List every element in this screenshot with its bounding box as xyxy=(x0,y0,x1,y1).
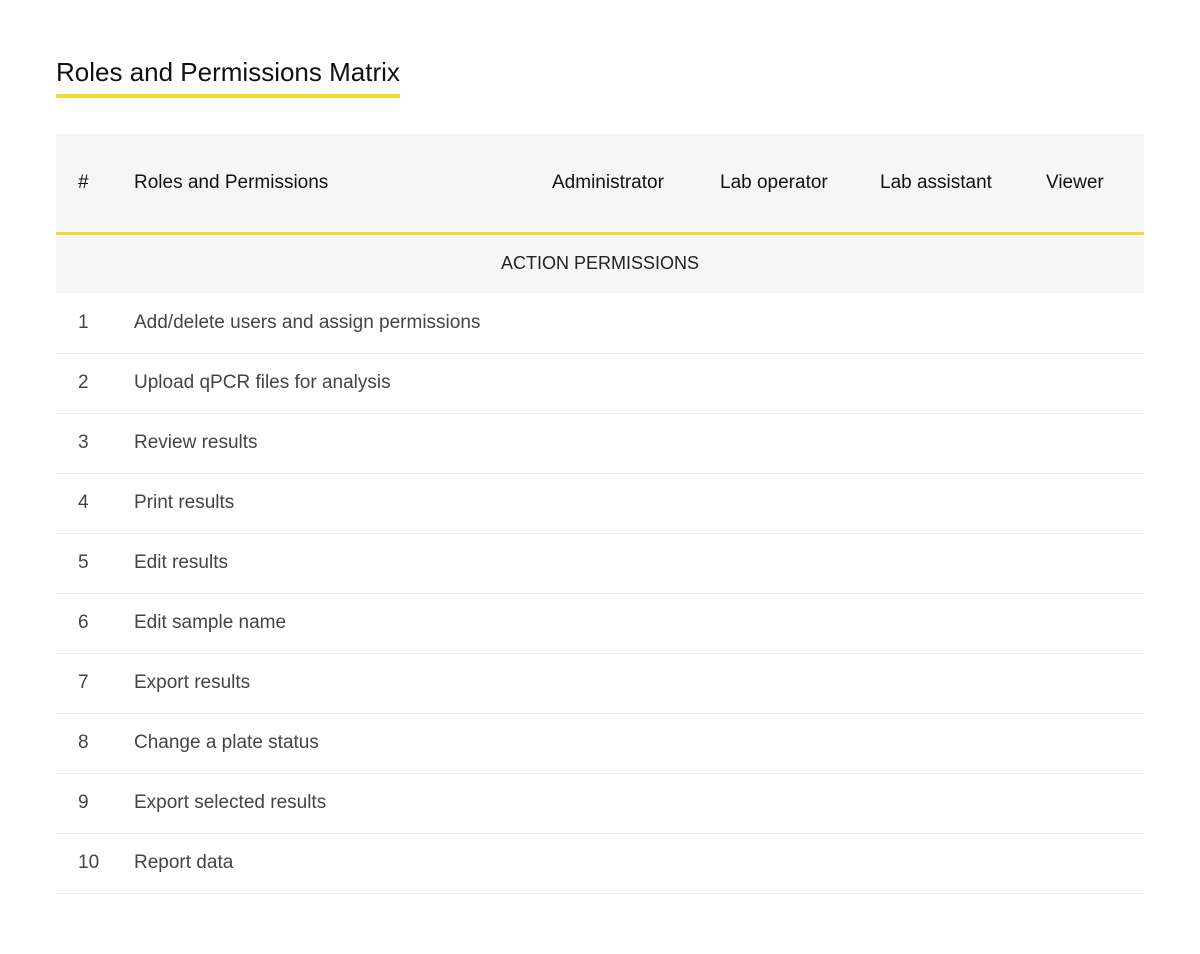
cell-lab-assistant xyxy=(858,413,1024,473)
cell-lab-assistant xyxy=(858,293,1024,353)
cell-viewer xyxy=(1024,833,1144,893)
row-permission-label: Upload qPCR files for analysis xyxy=(134,372,391,393)
cell-lab-assistant xyxy=(858,473,1024,533)
cell-administrator xyxy=(530,593,698,653)
table-row: 8 Change a plate status xyxy=(56,713,1144,773)
page-title: Roles and Permissions Matrix xyxy=(56,56,400,98)
cell-viewer xyxy=(1024,413,1144,473)
cell-administrator xyxy=(530,773,698,833)
section-title: ACTION PERMISSIONS xyxy=(56,233,1144,293)
row-number: 7 xyxy=(78,672,89,693)
cell-administrator xyxy=(530,353,698,413)
row-number: 8 xyxy=(78,732,89,753)
row-permission-label: Export results xyxy=(134,672,251,693)
cell-administrator xyxy=(530,653,698,713)
cell-viewer xyxy=(1024,713,1144,773)
cell-lab-operator xyxy=(698,593,858,653)
cell-viewer xyxy=(1024,653,1144,713)
header-number: # xyxy=(78,171,89,193)
cell-lab-operator xyxy=(698,353,858,413)
cell-viewer xyxy=(1024,533,1144,593)
row-permission-label: Review results xyxy=(134,432,258,453)
cell-lab-assistant xyxy=(858,713,1024,773)
cell-viewer xyxy=(1024,593,1144,653)
cell-lab-assistant xyxy=(858,353,1024,413)
cell-lab-assistant xyxy=(858,533,1024,593)
cell-administrator xyxy=(530,713,698,773)
row-number: 1 xyxy=(78,311,89,333)
row-number: 4 xyxy=(78,492,89,513)
cell-administrator xyxy=(530,833,698,893)
cell-lab-operator xyxy=(698,653,858,713)
row-permission-label: Print results xyxy=(134,492,235,513)
cell-administrator xyxy=(530,413,698,473)
table-header-row: # Roles and Permissions Administrator La… xyxy=(56,134,1144,233)
row-permission-label: Export selected results xyxy=(134,792,327,813)
cell-lab-operator xyxy=(698,413,858,473)
cell-viewer xyxy=(1024,293,1144,353)
table-row: 9 Export selected results xyxy=(56,773,1144,833)
table-row: 7 Export results xyxy=(56,653,1144,713)
cell-viewer xyxy=(1024,353,1144,413)
table-row: 2 Upload qPCR files for analysis xyxy=(56,353,1144,413)
cell-lab-assistant xyxy=(858,833,1024,893)
cell-administrator xyxy=(530,293,698,353)
cell-lab-operator xyxy=(698,293,858,353)
cell-administrator xyxy=(530,533,698,593)
row-permission-label: Edit sample name xyxy=(134,612,287,633)
table-row: 4 Print results xyxy=(56,473,1144,533)
table-row: 3 Review results xyxy=(56,413,1144,473)
section-row: ACTION PERMISSIONS xyxy=(56,233,1144,293)
header-administrator: Administrator xyxy=(552,171,664,193)
header-roles-permissions: Roles and Permissions xyxy=(134,171,329,193)
table-row: 5 Edit results xyxy=(56,533,1144,593)
cell-lab-assistant xyxy=(858,773,1024,833)
row-number: 5 xyxy=(78,552,89,573)
permissions-table: # Roles and Permissions Administrator La… xyxy=(56,134,1144,894)
row-number: 10 xyxy=(78,852,100,873)
row-permission-label: Edit results xyxy=(134,552,228,573)
row-number: 6 xyxy=(78,612,89,633)
table-row: 10 Report data xyxy=(56,833,1144,893)
cell-viewer xyxy=(1024,473,1144,533)
header-lab-assistant: Lab assistant xyxy=(880,171,992,193)
header-viewer: Viewer xyxy=(1046,171,1104,193)
cell-lab-assistant xyxy=(858,653,1024,713)
cell-lab-assistant xyxy=(858,593,1024,653)
cell-lab-operator xyxy=(698,773,858,833)
row-number: 9 xyxy=(78,792,89,813)
cell-administrator xyxy=(530,473,698,533)
cell-viewer xyxy=(1024,773,1144,833)
header-lab-operator: Lab operator xyxy=(720,171,828,193)
table-row: 1 Add/delete users and assign permissions xyxy=(56,293,1144,353)
row-number: 3 xyxy=(78,432,89,453)
cell-lab-operator xyxy=(698,473,858,533)
cell-lab-operator xyxy=(698,713,858,773)
cell-lab-operator xyxy=(698,833,858,893)
row-permission-label: Add/delete users and assign permissions xyxy=(134,311,481,333)
table-row: 6 Edit sample name xyxy=(56,593,1144,653)
row-number: 2 xyxy=(78,372,89,393)
row-permission-label: Change a plate status xyxy=(134,732,319,753)
row-permission-label: Report data xyxy=(134,852,234,873)
cell-lab-operator xyxy=(698,533,858,593)
